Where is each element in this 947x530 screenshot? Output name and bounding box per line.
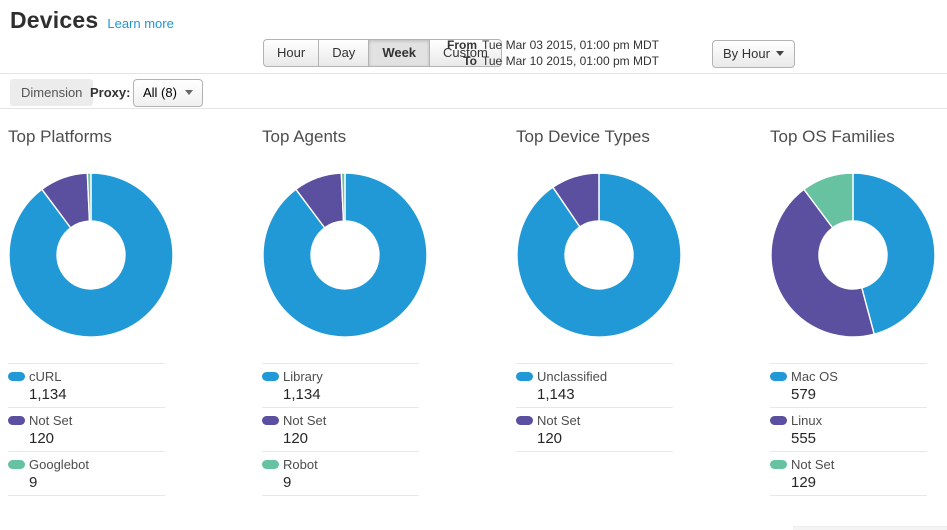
legend-label: cURL [29, 369, 62, 384]
donut-chart-top-agents [262, 172, 428, 338]
legend-label: Not Set [29, 413, 73, 428]
legend-top-os-families: Mac OS 579 Linux 555 Not Set 129 [770, 363, 927, 496]
legend-item[interactable]: Not Set 120 [8, 407, 165, 451]
legend-color-marker-icon [262, 372, 279, 381]
learn-more-link[interactable]: Learn more [107, 16, 174, 31]
legend-value: 120 [29, 430, 55, 447]
chart-column-top-platforms: Top Platforms cURL 1,134 Not Set 120 [8, 127, 262, 496]
legend-value: 9 [29, 474, 38, 491]
legend-label: Not Set [791, 457, 835, 472]
legend-label: Not Set [537, 413, 581, 428]
donut-slice[interactable] [340, 172, 346, 222]
donut-slice[interactable] [262, 172, 428, 338]
legend-item[interactable]: Not Set 129 [770, 451, 927, 495]
charts-section: Top Platforms cURL 1,134 Not Set 120 [0, 109, 947, 496]
legend-color-marker-icon [8, 416, 25, 425]
legend-value: 555 [791, 430, 817, 447]
donut-slice[interactable] [516, 172, 682, 338]
legend-label: Library [283, 369, 323, 384]
legend-label: Not Set [283, 413, 327, 428]
legend-label: Unclassified [537, 369, 608, 384]
chart-column-top-os-families: Top OS Families Mac OS 579 Linux 555 [770, 127, 947, 496]
chart-title: Top Device Types [516, 127, 650, 146]
page-header: Devices Learn more Hour Day Week Custom … [0, 0, 947, 74]
dimension-label: Dimension [10, 79, 94, 106]
donut-slice[interactable] [552, 172, 600, 228]
legend-item[interactable]: Unclassified 1,143 [516, 363, 673, 407]
from-value: Tue Mar 03 2015, 01:00 pm MDT [482, 38, 659, 52]
page-title: Devices [10, 7, 99, 33]
legend-label: Linux [791, 413, 823, 428]
date-range-display: From Tue Mar 03 2015, 01:00 pm MDT To Tu… [447, 38, 659, 68]
legend-item[interactable]: Linux 555 [770, 407, 927, 451]
legend-item[interactable]: Not Set 120 [262, 407, 419, 451]
proxy-label: Proxy: [90, 85, 131, 100]
donut-slice[interactable] [8, 172, 174, 338]
legend-color-marker-icon [8, 372, 25, 381]
legend-value: 129 [791, 474, 817, 491]
chart-title: Top OS Families [770, 127, 895, 146]
chart-title: Top Agents [262, 127, 347, 146]
legend-top-platforms: cURL 1,134 Not Set 120 Googlebot 9 [8, 363, 165, 496]
legend-color-marker-icon [262, 460, 279, 469]
donut-chart-top-platforms [8, 172, 174, 338]
donut-slice[interactable] [770, 188, 875, 338]
legend-label: Mac OS [791, 369, 838, 384]
time-range-button-group: Hour Day Week Custom [263, 39, 502, 67]
range-button-custom[interactable]: Custom [430, 39, 502, 67]
legend-value: 1,134 [283, 386, 321, 403]
legend-value: 1,134 [29, 386, 67, 403]
legend-top-agents: Library 1,134 Not Set 120 Robot 9 [262, 363, 419, 496]
legend-color-marker-icon [770, 460, 787, 469]
legend-label: Googlebot [29, 457, 89, 472]
bottom-right-partial-element[interactable] [793, 526, 947, 530]
proxy-dropdown-value: All (8) [143, 85, 177, 100]
caret-down-icon [775, 51, 784, 56]
granularity-dropdown-label: By Hour [723, 46, 770, 61]
donut-chart-top-device-types [516, 172, 682, 338]
legend-color-marker-icon [770, 372, 787, 381]
legend-color-marker-icon [770, 416, 787, 425]
from-label: From [447, 38, 477, 52]
legend-value: 579 [791, 386, 817, 403]
donut-slice[interactable] [803, 172, 854, 229]
legend-item[interactable]: Not Set 120 [516, 407, 673, 451]
legend-color-marker-icon [8, 460, 25, 469]
legend-top-device-types: Unclassified 1,143 Not Set 120 [516, 363, 673, 452]
legend-value: 120 [537, 430, 563, 447]
proxy-dropdown[interactable]: All (8) [133, 79, 203, 107]
granularity-dropdown-button[interactable]: By Hour [712, 40, 795, 68]
range-button-hour[interactable]: Hour [263, 39, 320, 67]
legend-value: 9 [283, 474, 292, 491]
legend-item[interactable]: Robot 9 [262, 451, 419, 495]
legend-item[interactable]: Library 1,134 [262, 363, 419, 407]
legend-value: 120 [283, 430, 309, 447]
range-button-day[interactable]: Day [319, 39, 370, 67]
chart-column-top-agents: Top Agents Library 1,134 Not Set 120 [262, 127, 516, 496]
title-row: Devices Learn more [10, 7, 174, 34]
chart-column-top-device-types: Top Device Types Unclassified 1,143 Not … [516, 127, 770, 496]
legend-item[interactable]: Mac OS 579 [770, 363, 927, 407]
caret-down-icon [184, 90, 193, 95]
donut-slice[interactable] [86, 172, 92, 222]
legend-color-marker-icon [516, 372, 533, 381]
chart-title: Top Platforms [8, 127, 112, 146]
to-value: Tue Mar 10 2015, 01:00 pm MDT [482, 54, 659, 68]
legend-item[interactable]: Googlebot 9 [8, 451, 165, 495]
legend-color-marker-icon [516, 416, 533, 425]
filter-bar: Dimension Proxy: All (8) [0, 74, 947, 109]
range-button-week[interactable]: Week [369, 39, 431, 67]
legend-item[interactable]: cURL 1,134 [8, 363, 165, 407]
donut-slice[interactable] [852, 172, 936, 335]
to-label: To [463, 54, 477, 68]
legend-label: Robot [283, 457, 318, 472]
legend-value: 1,143 [537, 386, 575, 403]
donut-chart-top-os-families [770, 172, 936, 338]
legend-color-marker-icon [262, 416, 279, 425]
